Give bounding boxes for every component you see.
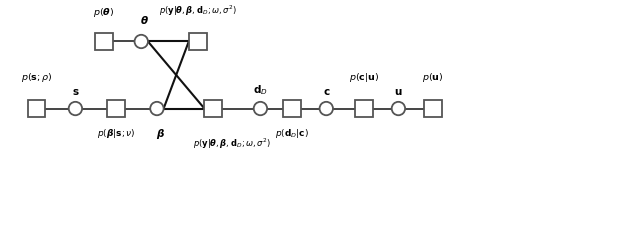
Text: $\boldsymbol{\beta}$: $\boldsymbol{\beta}$ [156,127,164,141]
Text: $p(\boldsymbol{\theta})$: $p(\boldsymbol{\theta})$ [93,6,114,19]
Text: $p(\mathbf{s};\rho)$: $p(\mathbf{s};\rho)$ [21,71,52,84]
Ellipse shape [319,102,333,116]
Ellipse shape [392,102,405,116]
Text: $p(\mathbf{u})$: $p(\mathbf{u})$ [422,71,444,84]
Bar [189,33,207,51]
Ellipse shape [253,102,267,116]
Text: $\mathbf{u}$: $\mathbf{u}$ [394,87,403,97]
Ellipse shape [134,36,148,49]
Text: $p(\mathbf{y}|\boldsymbol{\theta},\boldsymbol{\beta},\mathbf{d}_D;\omega,\sigma^: $p(\mathbf{y}|\boldsymbol{\theta},\bolds… [193,136,271,150]
Text: $\mathbf{s}$: $\mathbf{s}$ [72,87,79,97]
Text: $\boldsymbol{\theta}$: $\boldsymbol{\theta}$ [140,14,148,26]
Text: $\mathbf{c}$: $\mathbf{c}$ [323,87,330,97]
Ellipse shape [68,102,82,116]
Ellipse shape [150,102,164,116]
Bar [283,100,301,118]
Bar [108,100,125,118]
Text: $p(\boldsymbol{\beta}|\mathbf{s};\nu)$: $p(\boldsymbol{\beta}|\mathbf{s};\nu)$ [97,127,136,140]
Bar [28,100,45,118]
Bar [355,100,373,118]
Bar [204,100,222,118]
Text: $p(\mathbf{y}|\boldsymbol{\theta},\boldsymbol{\beta},\mathbf{d}_D;\omega,\sigma^: $p(\mathbf{y}|\boldsymbol{\theta},\bolds… [159,3,237,18]
Bar [424,100,442,118]
Text: $\mathbf{d}_D$: $\mathbf{d}_D$ [253,83,268,97]
Bar [95,33,113,51]
Text: $p(\mathbf{c}|\mathbf{u})$: $p(\mathbf{c}|\mathbf{u})$ [349,71,379,84]
Text: $p(\mathbf{d}_D|\mathbf{c})$: $p(\mathbf{d}_D|\mathbf{c})$ [275,127,308,140]
